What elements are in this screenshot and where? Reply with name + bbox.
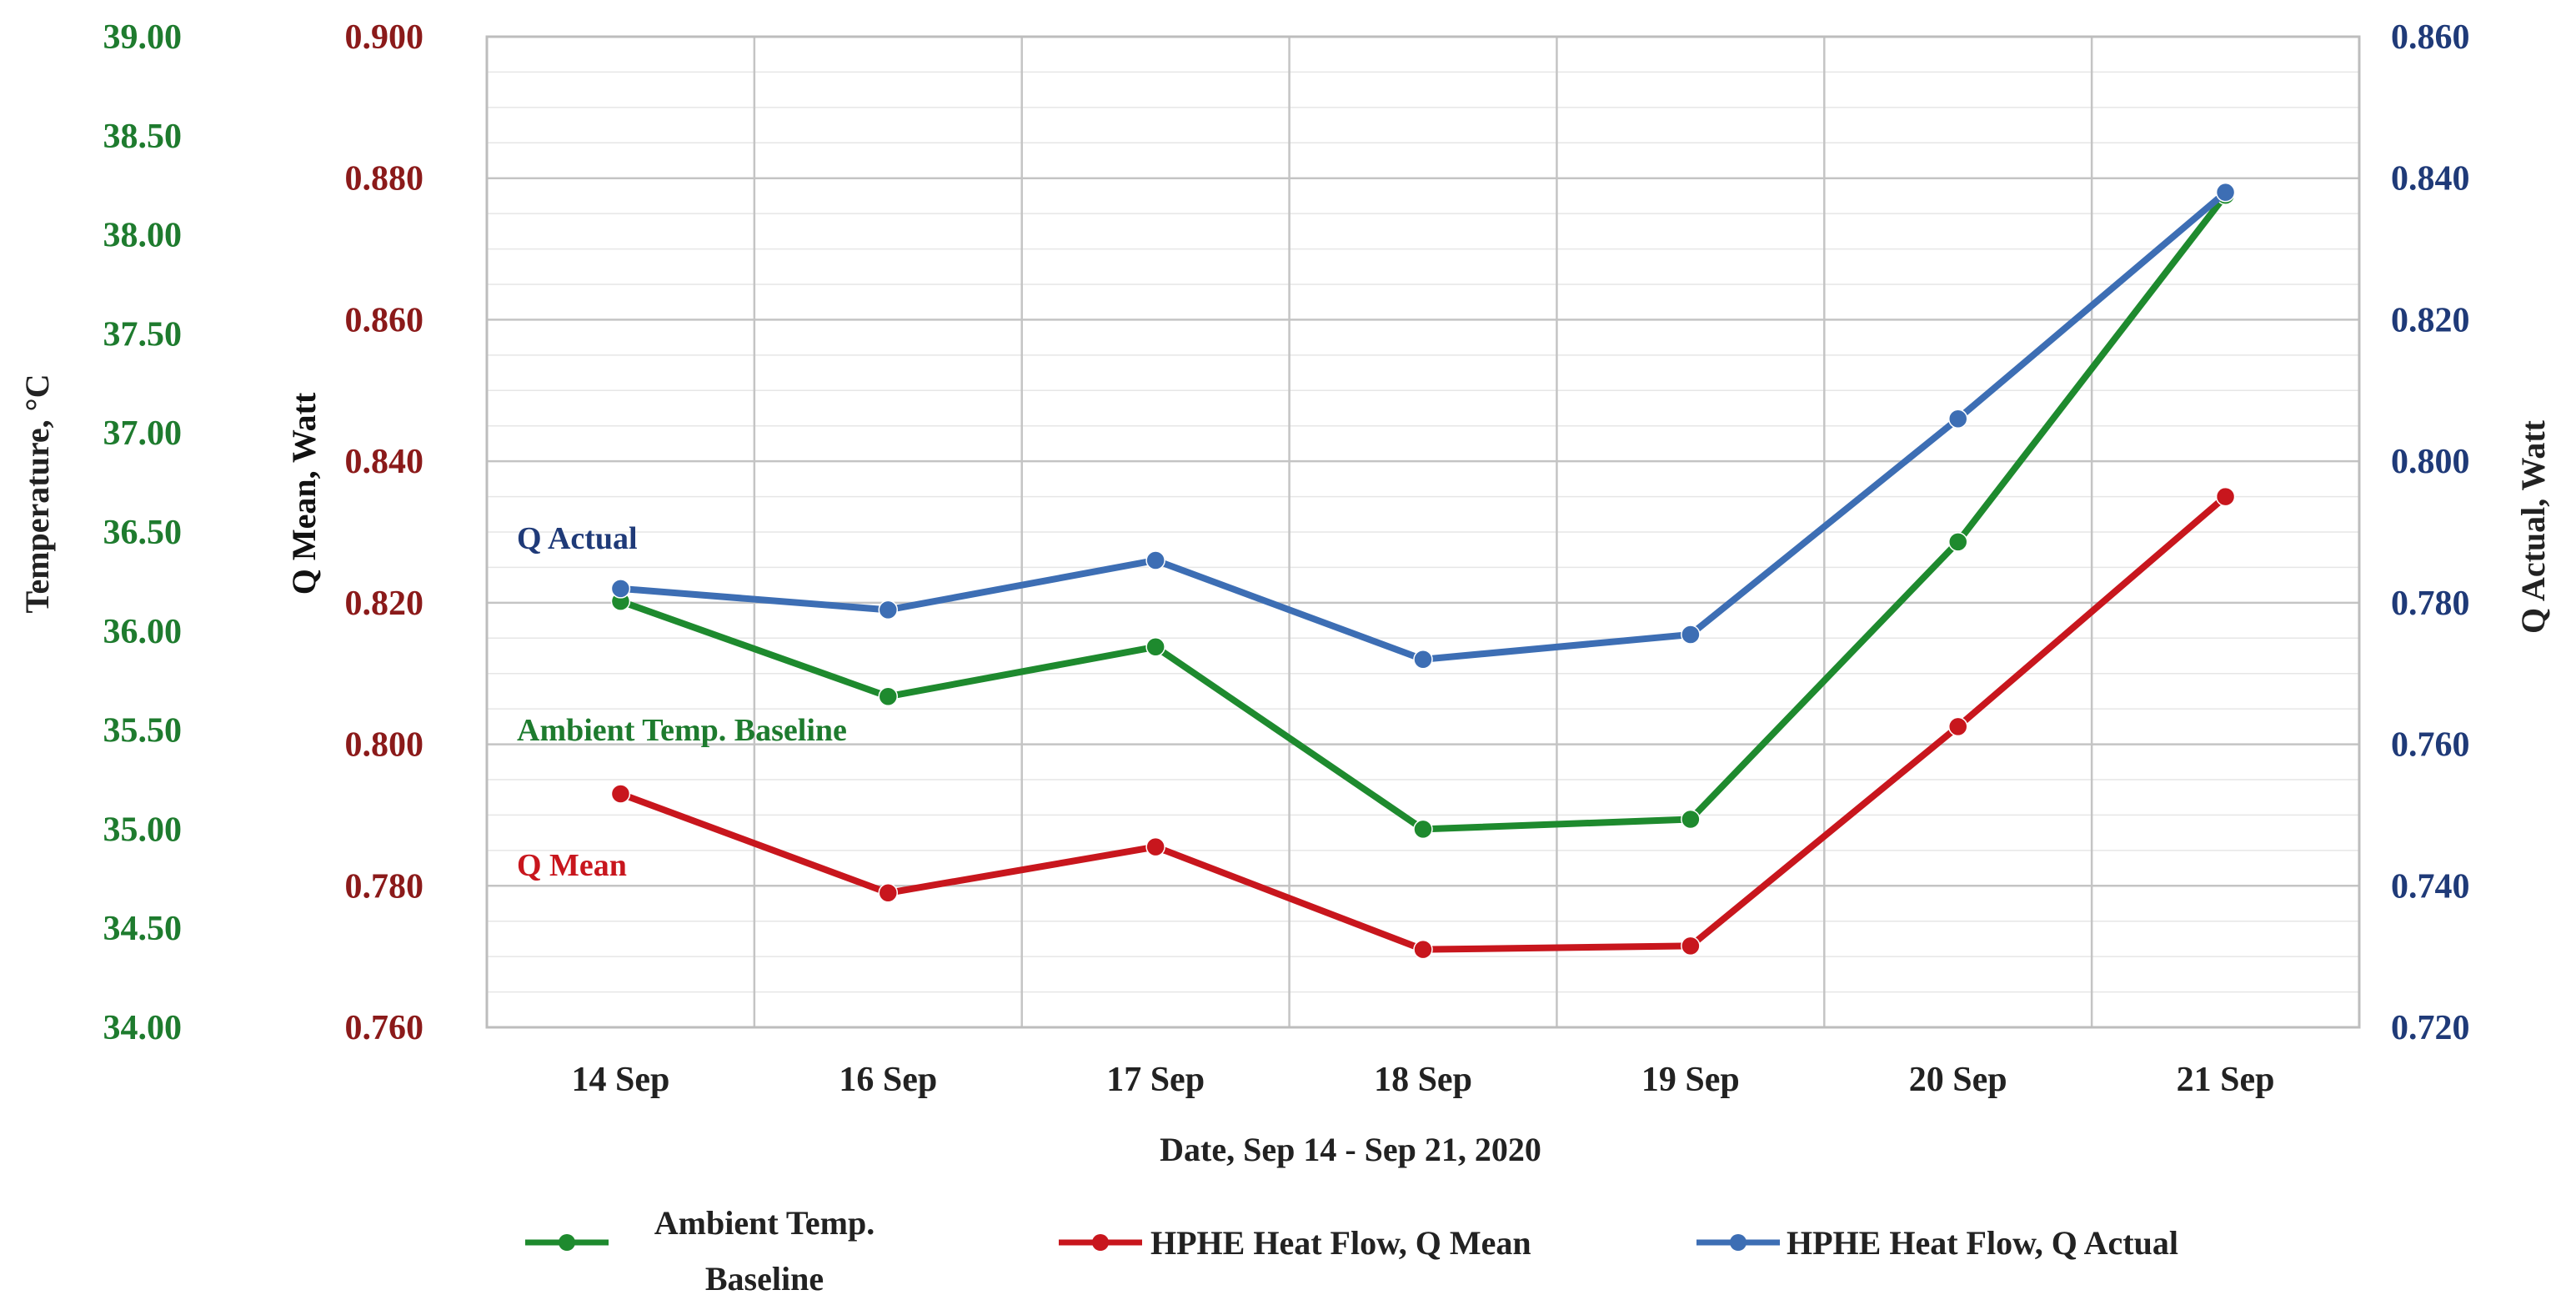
qmean-tick-label: 0.900 xyxy=(345,18,424,57)
data-point-temp xyxy=(1413,819,1433,840)
data-point-temp xyxy=(1947,532,1968,552)
temp-tick-label: 38.00 xyxy=(103,217,183,255)
data-point-qactual xyxy=(1681,625,1701,645)
qactual-tick-label: 0.720 xyxy=(2391,1009,2470,1047)
temp-tick-label: 39.00 xyxy=(103,18,183,57)
legend: Ambient Temp. Baseline HPHE Heat Flow, Q… xyxy=(525,1204,2178,1297)
x-tick-label: 19 Sep xyxy=(1641,1061,1740,1099)
x-tick-label: 20 Sep xyxy=(1909,1061,2007,1099)
temp-tick-label: 34.50 xyxy=(103,910,183,948)
data-point-qmean xyxy=(878,883,899,903)
data-point-qactual xyxy=(1947,409,1968,429)
temp-tick-label: 36.50 xyxy=(103,514,183,552)
date-axis-ticks: 14 Sep 16 Sep 17 Sep 18 Sep 19 Sep 20 Sep 21 S… xyxy=(571,1061,2274,1099)
qactual-tick-label: 0.800 xyxy=(2391,443,2470,481)
qactual-tick-label: 0.760 xyxy=(2391,726,2470,765)
temperature-axis-ticks: 34.00 34.50 35.00 35.50 36.00 36.50 37.00 37.50… xyxy=(103,18,183,1047)
qactual-tick-label: 0.740 xyxy=(2391,867,2470,906)
temp-tick-label: 37.50 xyxy=(103,315,183,354)
legend-label-ambient-temp: Ambient Temp. xyxy=(654,1204,875,1242)
annotation-q-mean: Q Mean xyxy=(517,848,627,883)
qmean-tick-label: 0.840 xyxy=(345,443,424,481)
qmean-tick-label: 0.780 xyxy=(345,867,424,906)
data-point-qactual xyxy=(2215,182,2236,203)
legend-label-q-actual: HPHE Heat Flow, Q Actual xyxy=(1787,1224,2178,1262)
data-point-qmean xyxy=(2215,486,2236,507)
data-point-qmean xyxy=(1681,936,1701,956)
annotation-ambient-temp: Ambient Temp. Baseline xyxy=(517,713,847,748)
temp-tick-label: 35.00 xyxy=(103,811,183,849)
x-tick-label: 21 Sep xyxy=(2177,1061,2275,1099)
qmean-tick-label: 0.820 xyxy=(345,585,424,623)
x-tick-label: 18 Sep xyxy=(1374,1061,1472,1099)
data-point-qactual xyxy=(878,600,899,620)
data-point-temp xyxy=(1145,637,1165,657)
qmean-tick-label: 0.860 xyxy=(345,301,424,339)
q-mean-axis-title: Q Mean, Watt xyxy=(285,392,323,595)
series-qactual xyxy=(610,182,2236,670)
q-mean-axis-ticks: 0.760 0.780 0.800 0.820 0.840 0.860 0.880 0.900 xyxy=(345,18,424,1047)
qactual-tick-label: 0.840 xyxy=(2391,160,2470,198)
data-point-qactual xyxy=(610,579,631,599)
temp-tick-label: 36.00 xyxy=(103,613,183,651)
data-point-qactual xyxy=(1145,550,1165,570)
temp-tick-label: 34.00 xyxy=(103,1009,183,1047)
qmean-tick-label: 0.880 xyxy=(345,160,424,198)
data-point-qactual xyxy=(1413,649,1433,670)
legend-item-q-actual: HPHE Heat Flow, Q Actual xyxy=(1696,1224,2178,1262)
data-point-qmean xyxy=(1947,716,1968,737)
x-tick-label: 16 Sep xyxy=(839,1061,937,1099)
x-axis-title: Date, Sep 14 - Sep 21, 2020 xyxy=(1160,1131,1541,1168)
qactual-tick-label: 0.860 xyxy=(2391,18,2470,57)
temp-tick-label: 37.00 xyxy=(103,414,183,453)
temperature-axis-title: Temperature, °C xyxy=(18,374,56,613)
series-layer xyxy=(610,182,2236,960)
temp-tick-label: 38.50 xyxy=(103,118,183,156)
legend-item-ambient-temp: Ambient Temp. Baseline xyxy=(525,1204,875,1297)
qactual-tick-label: 0.820 xyxy=(2391,301,2470,339)
x-tick-label: 17 Sep xyxy=(1106,1061,1205,1099)
legend-label-q-mean: HPHE Heat Flow, Q Mean xyxy=(1150,1224,1531,1262)
data-point-temp xyxy=(1681,809,1701,830)
data-point-temp xyxy=(878,686,899,706)
q-actual-axis-title: Q Actual, Watt xyxy=(2514,419,2552,634)
qmean-tick-label: 0.760 xyxy=(345,1009,424,1047)
qmean-tick-label: 0.800 xyxy=(345,726,424,765)
x-tick-label: 14 Sep xyxy=(571,1061,669,1099)
minor-gridlines xyxy=(487,71,2359,993)
data-point-qmean xyxy=(1145,836,1165,857)
plot-area-frame xyxy=(485,35,2361,1029)
qactual-tick-label: 0.780 xyxy=(2391,585,2470,623)
legend-item-q-mean: HPHE Heat Flow, Q Mean xyxy=(1059,1224,1531,1262)
legend-label-ambient-temp-line2: Baseline xyxy=(705,1260,824,1297)
annotation-q-actual: Q Actual xyxy=(517,521,638,556)
temp-tick-label: 35.50 xyxy=(103,712,183,750)
data-point-qmean xyxy=(610,784,631,804)
data-point-qmean xyxy=(1413,939,1433,960)
series-qmean xyxy=(610,486,2236,960)
q-actual-axis-ticks: 0.720 0.740 0.760 0.780 0.800 0.820 0.840 0.860 xyxy=(2391,18,2470,1047)
